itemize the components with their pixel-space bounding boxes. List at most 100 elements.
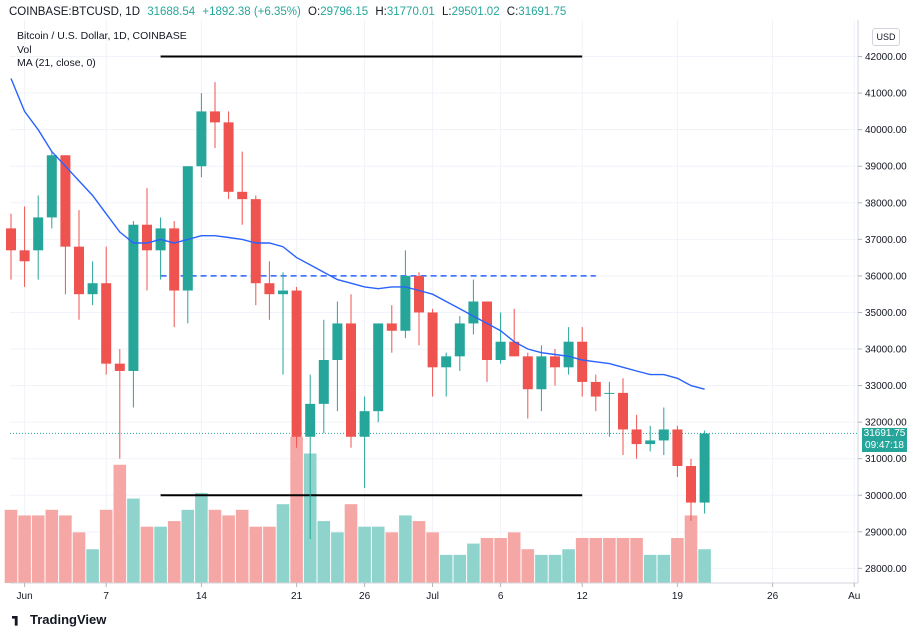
time-tick-label: 21: [291, 591, 303, 602]
volume-bar: [331, 532, 344, 583]
price-tick-label: 28000.00: [865, 564, 907, 575]
ma-legend[interactable]: MA (21, close, 0): [17, 57, 96, 69]
candle-body: [196, 111, 207, 167]
volume-bar: [494, 537, 507, 583]
volume-bar: [344, 504, 358, 583]
close-value: 31691.75: [518, 6, 567, 18]
symbol-header: COINBASE:BTCUSD, 1D 31688.54 +1892.38 (+…: [9, 6, 570, 18]
price-tick-label: 40000.00: [865, 125, 907, 136]
candle-body: [441, 356, 452, 368]
candle-body: [699, 433, 710, 503]
volume-bar: [657, 554, 671, 583]
volume-bar: [371, 526, 385, 583]
volume-bar: [154, 526, 167, 583]
price-tick-label: 31000.00: [865, 454, 907, 465]
volume-bar: [467, 543, 480, 583]
time-tick-label: 12: [577, 591, 589, 602]
volume-bar: [18, 515, 31, 583]
candle-body: [672, 429, 683, 467]
volume-bar: [630, 537, 643, 583]
candle-body: [46, 155, 57, 218]
chart-grid: [10, 20, 858, 583]
volume-bar: [507, 532, 521, 583]
price-tick-label: 39000.00: [865, 162, 907, 173]
time-tick-label: Jun: [17, 591, 33, 602]
volume-bar: [521, 549, 535, 583]
candle-body: [454, 323, 465, 357]
volume-bar: [399, 515, 412, 583]
currency-badge[interactable]: USD: [872, 28, 900, 46]
candle-body: [101, 283, 112, 364]
candle-body: [427, 312, 438, 368]
symbol-label[interactable]: COINBASE:BTCUSD, 1D: [9, 6, 140, 18]
last-price-badge: 31691.75: [862, 428, 907, 440]
candle-body: [291, 290, 302, 437]
volume-bar: [358, 526, 371, 583]
candlestick-series: [6, 82, 710, 540]
candle-body: [318, 359, 329, 404]
volume-bar: [317, 521, 331, 583]
candle-body: [590, 381, 601, 397]
candle-body: [414, 275, 424, 313]
candle-body: [169, 228, 180, 291]
price-tick-label: 34000.00: [865, 345, 907, 356]
candle-body: [577, 341, 588, 382]
candle-body: [509, 341, 520, 357]
annotation-lines[interactable]: [160, 55, 596, 497]
volume-bar: [4, 509, 18, 583]
candle-body: [19, 250, 30, 262]
volume-bar: [684, 515, 698, 583]
candle-body: [223, 122, 234, 192]
volume-bar: [72, 532, 86, 583]
candle-body: [373, 323, 384, 412]
low-value: 29501.02: [451, 6, 500, 18]
candle-body: [305, 403, 316, 437]
time-tick-label: Au: [848, 591, 860, 602]
time-tick-label: 6: [498, 591, 504, 602]
volume-legend[interactable]: Vol: [17, 44, 32, 56]
time-tick-label: 26: [359, 591, 371, 602]
tradingview-logo[interactable]: TradingView: [12, 612, 106, 627]
time-tick-label: 19: [672, 591, 684, 602]
price-tick-label: 37000.00: [865, 235, 907, 246]
time-tick-label: 14: [196, 591, 208, 602]
price-tick-label: 36000.00: [865, 271, 907, 282]
candle-body: [332, 323, 343, 360]
tradingview-logo-icon: [12, 615, 18, 626]
price-tick-label: 35000.00: [865, 308, 907, 319]
candle-body: [237, 191, 248, 200]
volume-bar: [535, 554, 548, 583]
volume-bar: [453, 554, 467, 583]
candle-body: [210, 111, 220, 123]
candle-body: [645, 440, 656, 445]
volume-bar: [127, 498, 140, 583]
chart-title[interactable]: Bitcoin / U.S. Dollar, 1D, COINBASE: [17, 30, 187, 42]
candle-body: [686, 466, 696, 503]
open-value: 29796.15: [320, 6, 369, 18]
candle-body: [250, 199, 261, 284]
price-tick-label: 38000.00: [865, 198, 907, 209]
candle-body: [536, 356, 547, 390]
price-tick-label: 41000.00: [865, 89, 907, 100]
candle-body: [658, 429, 669, 441]
candle-body: [87, 283, 98, 295]
volume-bar: [113, 464, 127, 583]
candle-body: [618, 392, 628, 430]
candle-body: [128, 224, 139, 371]
candle-body: [563, 341, 574, 368]
candle-body: [386, 323, 397, 331]
volume-bar: [45, 509, 59, 583]
candle-body: [74, 246, 84, 295]
volume-bar: [385, 532, 399, 583]
time-axis[interactable]: Jun 7 14 21 26 Jul 6 12 19 26 Au: [10, 582, 860, 602]
candle-body: [631, 429, 642, 445]
candle-body: [278, 290, 288, 295]
volume-bar: [59, 515, 72, 583]
candle-body: [33, 217, 44, 251]
candle-body: [400, 275, 411, 331]
last-price: 31688.54: [147, 6, 196, 18]
price-axis[interactable]: 28000.00 29000.00 30000.00 31000.00 32000.00…: [857, 20, 907, 583]
open-label: O:: [308, 6, 321, 18]
low-label: L:: [442, 6, 452, 18]
